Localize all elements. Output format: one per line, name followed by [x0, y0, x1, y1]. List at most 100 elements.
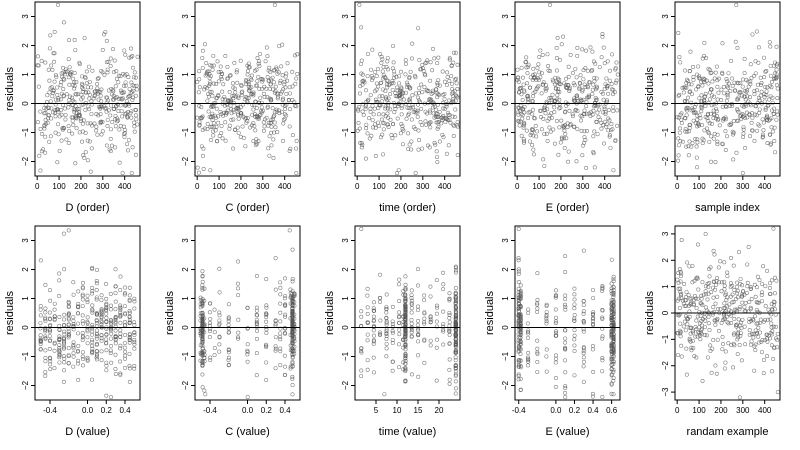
- data-point: [200, 48, 205, 53]
- data-point: [403, 297, 408, 302]
- data-point: [553, 288, 558, 293]
- data-point: [104, 296, 109, 301]
- data-point: [528, 85, 533, 90]
- data-point: [750, 128, 755, 133]
- data-point: [715, 276, 720, 281]
- x-tick-label: -0.4: [512, 406, 526, 415]
- data-point: [564, 82, 569, 87]
- data-point: [403, 369, 408, 374]
- data-point: [771, 299, 776, 304]
- data-point: [91, 96, 96, 101]
- data-point: [253, 128, 258, 133]
- data-point: [131, 95, 136, 100]
- data-point: [691, 77, 696, 82]
- data-point: [735, 337, 740, 342]
- data-point: [200, 299, 205, 304]
- data-point: [579, 128, 584, 133]
- data-point: [562, 390, 567, 395]
- data-point: [678, 321, 683, 326]
- y-tick-label: 3: [21, 238, 30, 243]
- data-point: [391, 81, 396, 86]
- data-point: [547, 125, 552, 130]
- data-point: [381, 120, 386, 125]
- data-point: [699, 79, 704, 84]
- data-point: [719, 97, 724, 102]
- data-point: [66, 346, 71, 351]
- data-point: [390, 368, 395, 373]
- data-point: [104, 315, 109, 320]
- data-point: [736, 118, 741, 123]
- data-point: [703, 289, 708, 294]
- data-point: [730, 103, 735, 108]
- y-tick-label: −1: [21, 127, 30, 137]
- data-point: [99, 336, 104, 341]
- data-point: [702, 315, 707, 320]
- data-point: [359, 368, 364, 373]
- data-point: [611, 307, 616, 312]
- data-point: [731, 365, 736, 370]
- data-point: [719, 87, 724, 92]
- data-point: [373, 70, 378, 75]
- data-point: [401, 323, 406, 328]
- data-point: [774, 67, 779, 72]
- data-point: [526, 310, 531, 315]
- data-point: [43, 373, 48, 378]
- data-point: [94, 318, 99, 323]
- data-point: [127, 320, 132, 325]
- data-point: [377, 112, 382, 117]
- data-point: [735, 331, 740, 336]
- data-point: [67, 94, 72, 99]
- data-point: [208, 316, 213, 321]
- data-point: [592, 79, 597, 84]
- data-point: [731, 157, 736, 162]
- data-point: [127, 332, 132, 337]
- data-point: [381, 65, 386, 70]
- points-group: [198, 228, 297, 400]
- data-point: [373, 122, 378, 127]
- data-point: [243, 82, 248, 87]
- data-point: [684, 298, 689, 303]
- data-point: [553, 295, 558, 300]
- data-point: [47, 339, 52, 344]
- data-point: [775, 331, 780, 336]
- data-point: [406, 131, 411, 136]
- data-point: [453, 339, 458, 344]
- y-tick-label: 2: [341, 43, 350, 48]
- data-point: [518, 322, 523, 327]
- data-point: [426, 89, 431, 94]
- data-point: [281, 121, 286, 126]
- data-point: [536, 77, 541, 82]
- data-point: [215, 138, 220, 143]
- data-point: [544, 314, 549, 319]
- y-tick-label: −1: [181, 127, 190, 137]
- data-point: [609, 318, 614, 323]
- data-point: [753, 328, 758, 333]
- data-point: [380, 132, 385, 137]
- data-point: [113, 145, 118, 150]
- data-point: [572, 292, 577, 297]
- data-point: [439, 115, 444, 120]
- data-point: [563, 385, 568, 390]
- data-point: [704, 56, 709, 61]
- data-point: [57, 294, 62, 299]
- data-point: [707, 328, 712, 333]
- data-point: [526, 350, 531, 355]
- data-point: [384, 334, 389, 339]
- data-point: [691, 303, 696, 308]
- data-point: [553, 353, 558, 358]
- data-point: [753, 294, 758, 299]
- y-tick-label: 3: [21, 14, 30, 19]
- data-point: [257, 100, 262, 105]
- data-point: [108, 328, 113, 333]
- data-point: [104, 311, 109, 316]
- data-point: [679, 343, 684, 348]
- data-point: [732, 316, 737, 321]
- data-point: [594, 97, 599, 102]
- data-point: [66, 75, 71, 80]
- data-point: [408, 69, 413, 74]
- data-point: [240, 124, 245, 129]
- data-point: [271, 155, 276, 160]
- data-point: [371, 338, 376, 343]
- data-point: [39, 59, 44, 64]
